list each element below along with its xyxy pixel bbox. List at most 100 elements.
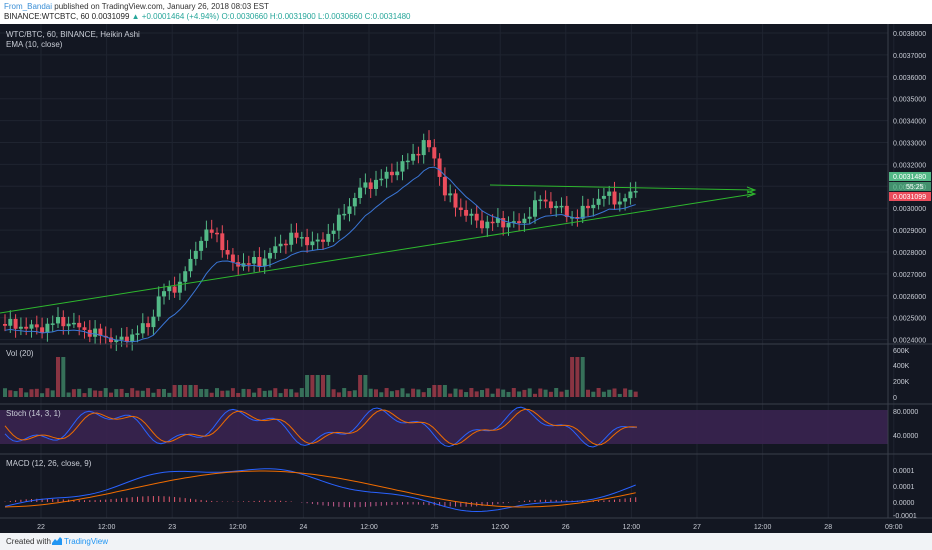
price-tick: 0.0029000	[893, 228, 926, 235]
volume-bar	[326, 375, 331, 397]
time-axis[interactable]: 22 12:00 23 12:00 24 12:00 25 12:00 26 12:00 27 12:…	[37, 524, 903, 531]
volume-bar	[135, 390, 140, 397]
macd-tick: 0.0001	[893, 468, 915, 475]
price-tick: 0.0024000	[893, 338, 926, 345]
candle-body	[273, 246, 278, 253]
resistance-trendline[interactable]	[489, 184, 754, 191]
stoch-tick: 40.0000	[893, 433, 918, 440]
vol-tick: 600K	[893, 348, 910, 355]
volume-bar	[3, 388, 7, 397]
candle-body	[554, 205, 559, 208]
vol-legend: Vol (20)	[6, 349, 34, 358]
candle-body	[533, 200, 537, 217]
volume-bar	[29, 389, 34, 397]
volume-bar	[517, 391, 522, 397]
volume-bar	[453, 388, 458, 397]
candle-body	[268, 252, 272, 259]
volume-bar	[268, 390, 272, 397]
candle-body	[119, 336, 124, 340]
candle-body	[389, 171, 394, 176]
candle-body	[453, 193, 458, 208]
candlesticks	[3, 130, 638, 352]
candle-body	[193, 250, 198, 259]
candle-body	[315, 239, 320, 242]
volume-bar	[623, 388, 628, 397]
volume-bar	[617, 393, 622, 397]
candle-body	[368, 182, 373, 189]
symbol-label[interactable]: BINANCE:WTCBTC, 60	[4, 12, 90, 21]
candle-body	[458, 207, 463, 210]
volume-bar	[236, 392, 241, 397]
publish-line: From_Bandai published on TradingView.com…	[4, 2, 269, 11]
candle-body	[230, 254, 235, 263]
candle-body	[580, 205, 585, 219]
candle-body	[358, 187, 363, 199]
candle-body	[495, 218, 500, 223]
volume-bar	[289, 389, 294, 397]
time-tick: 27	[693, 524, 701, 531]
price-tick: 0.0037000	[893, 53, 926, 60]
volume-bar	[469, 388, 474, 397]
volume-bar	[347, 391, 352, 397]
author-link[interactable]: From_Bandai	[4, 2, 53, 11]
candle-body	[50, 323, 55, 325]
candle-body	[543, 199, 548, 202]
volume-bar	[405, 393, 410, 397]
volume-bar	[230, 388, 235, 397]
volume-bar	[607, 389, 612, 397]
chart-canvas[interactable]: WTC/BTC, 60, BINANCE, Heikin Ashi EMA (1…	[0, 24, 932, 533]
candle-body	[56, 317, 60, 324]
volume-bar	[130, 388, 135, 397]
time-tick: 09:00	[885, 524, 903, 531]
volume-bar	[416, 389, 421, 397]
volume-bar	[305, 375, 310, 397]
stoch-k-line	[4, 406, 638, 448]
volume-bar	[140, 390, 145, 397]
price-tick: 0.0036000	[893, 75, 926, 82]
symbol-line: BINANCE:WTCBTC, 60 0.0031099 ▲ +0.000146…	[4, 12, 411, 21]
candle-body	[310, 241, 315, 246]
candle-body	[623, 198, 628, 202]
volume-bar	[591, 391, 596, 397]
volume-bar	[257, 388, 262, 397]
vol-tick: 200K	[893, 379, 910, 386]
candle-body	[299, 237, 304, 239]
price-axis[interactable]: 0.0038000 0.0037000 0.0036000 0.0035000 0.00…	[893, 31, 926, 520]
volume-bar	[400, 388, 405, 397]
volume-bar	[77, 388, 82, 397]
tradingview-logo-icon[interactable]	[52, 537, 62, 545]
ema-line	[4, 166, 636, 343]
candle-body	[162, 291, 166, 297]
support-trendline[interactable]	[0, 193, 754, 314]
signal-line	[4, 470, 636, 508]
candle-body	[607, 191, 612, 196]
candle-body	[384, 171, 389, 179]
candle-body	[124, 336, 129, 342]
last-price: 0.0031099	[91, 12, 130, 21]
candle-body	[3, 324, 7, 326]
candle-body	[559, 205, 564, 208]
candle-body	[511, 221, 516, 223]
main-legend: WTC/BTC, 60, BINANCE, Heikin Ashi	[6, 30, 140, 39]
price-tick: 0.0034000	[893, 119, 926, 126]
time-tick: 12:00	[360, 524, 378, 531]
candle-body	[342, 213, 347, 216]
time-tick: 12:00	[98, 524, 116, 531]
time-tick: 28	[824, 524, 832, 531]
price-tick: 0.0026000	[893, 294, 926, 301]
volume-bar	[342, 388, 347, 397]
volume-bar	[50, 390, 55, 397]
volume-bar	[389, 391, 394, 397]
candle-body	[437, 158, 442, 177]
chart-area[interactable]: WTC/BTC, 60, BINANCE, Heikin Ashi EMA (1…	[0, 24, 932, 533]
time-tick: 12:00	[754, 524, 772, 531]
candle-body	[586, 205, 590, 209]
time-tick: 23	[168, 524, 176, 531]
tradingview-brand-link[interactable]: TradingView	[64, 537, 109, 546]
price-tick: 0.0035000	[893, 97, 926, 104]
volume-bar	[564, 389, 569, 397]
volume-bar	[395, 390, 400, 397]
macd-line	[4, 468, 636, 513]
volume-bar	[628, 389, 633, 397]
candle-body	[283, 243, 288, 246]
